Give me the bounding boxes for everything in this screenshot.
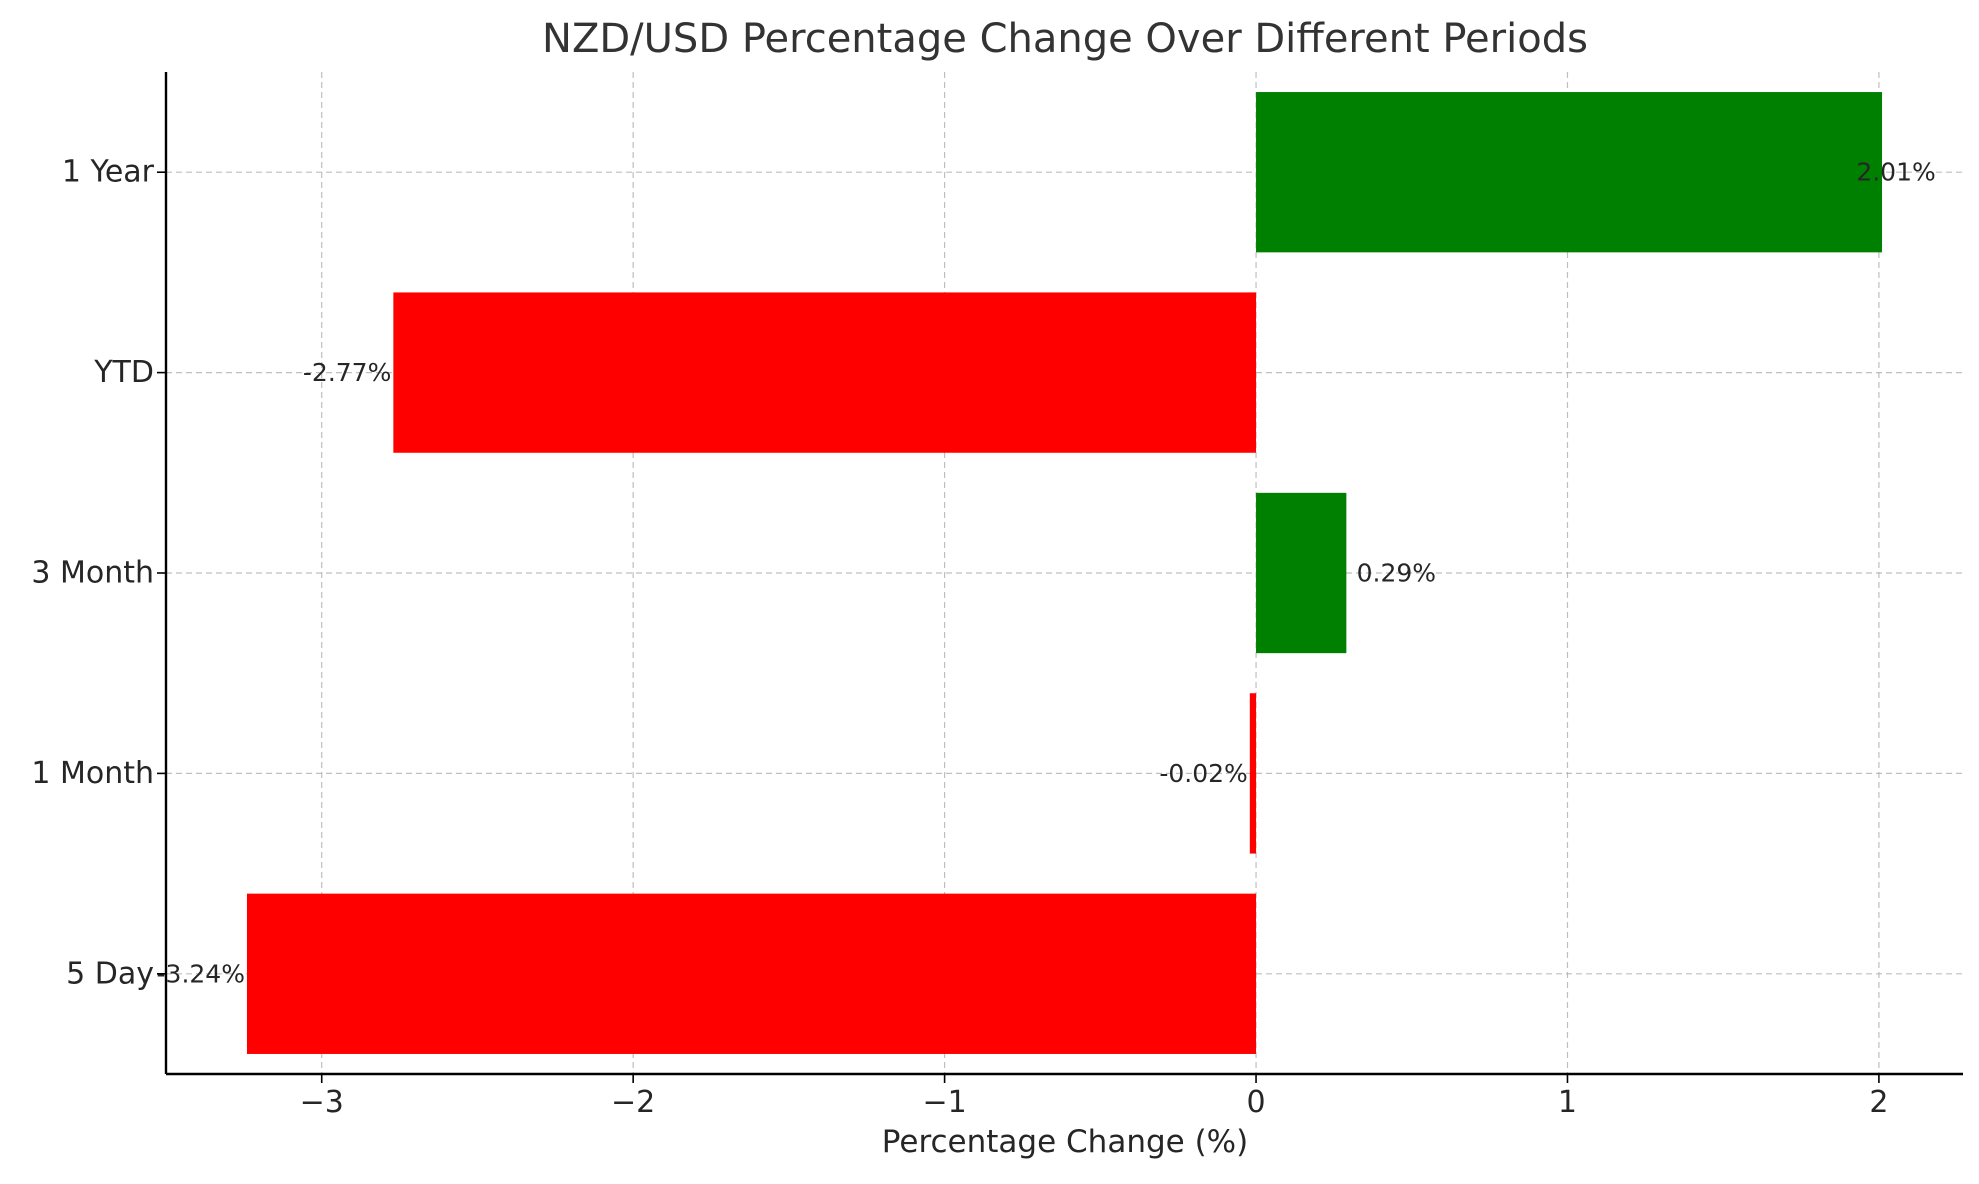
- bar-ytd: [393, 292, 1257, 453]
- data-label-layer: -3.24% -0.02% 0.29% -2.77% 2.01%: [157, 158, 1936, 989]
- chart-title: NZD/USD Percentage Change Over Different…: [542, 16, 1588, 62]
- x-tick-label: −1: [922, 1085, 966, 1120]
- bar-layer: [246, 92, 1883, 1054]
- y-tick-label: 3 Month: [31, 556, 154, 591]
- x-tick-label: 0: [1246, 1085, 1265, 1120]
- x-tick-label: 2: [1869, 1085, 1888, 1120]
- data-label: -2.77%: [303, 358, 391, 387]
- axis-layer: −3 −2 −1 0 1 2 5 Day 1 Month 3 Month YTD 1 Year: [31, 72, 1963, 1120]
- data-label: 2.01%: [1856, 158, 1935, 187]
- bar-5-day: [246, 893, 1257, 1054]
- data-label: 0.29%: [1357, 559, 1436, 588]
- bar-1-year: [1256, 92, 1883, 253]
- x-tick-label: 1: [1558, 1085, 1577, 1120]
- data-label: -0.02%: [1159, 759, 1247, 788]
- y-tick-label: 1 Month: [31, 756, 154, 791]
- bar-1-month: [1249, 693, 1257, 854]
- x-tick-label: −2: [611, 1085, 655, 1120]
- x-axis-label: Percentage Change (%): [882, 1124, 1248, 1160]
- bar-3-month: [1256, 492, 1347, 654]
- data-label: -3.24%: [157, 959, 245, 988]
- x-tick-label: −3: [300, 1085, 344, 1120]
- y-tick-label: YTD: [93, 355, 154, 390]
- y-tick-label: 5 Day: [66, 956, 154, 991]
- y-tick-label: 1 Year: [62, 155, 155, 190]
